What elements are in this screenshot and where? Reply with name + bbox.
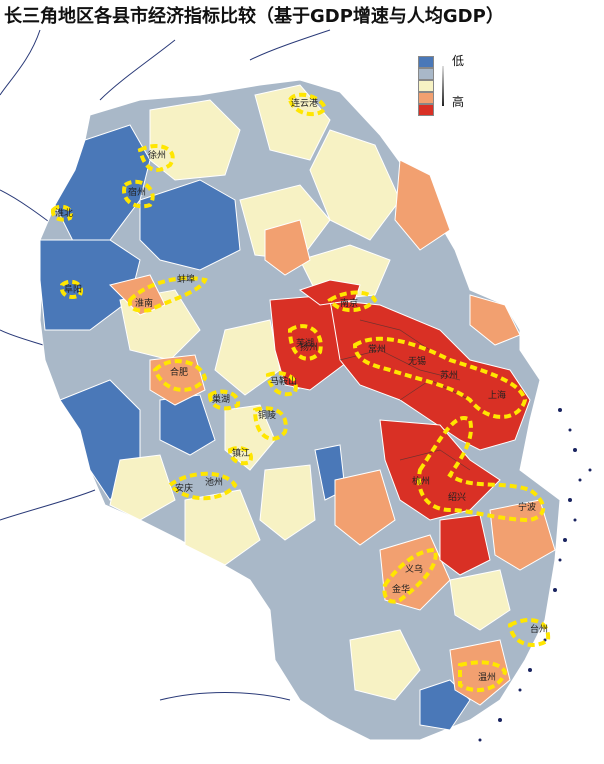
city-label: 宁波 (518, 501, 536, 513)
city-label: 杭州 (412, 475, 430, 487)
legend-swatch-4 (418, 92, 434, 104)
city-label: 绍兴 (448, 491, 466, 503)
city-label: 无锡 (408, 356, 426, 367)
city-label: 铜陵 (258, 409, 276, 421)
city-label: 常州 (368, 343, 386, 355)
city-label: 淮北 (55, 208, 73, 219)
city-label: 淮南 (135, 297, 153, 309)
city-label: 扬州 (300, 341, 318, 353)
legend-swatch-5 (418, 104, 434, 116)
city-label: 温州 (478, 672, 496, 683)
county-regions (39, 79, 561, 741)
city-label: 合肥 (170, 366, 188, 378)
legend-gradient-arrow (442, 66, 444, 106)
city-label: 连云港 (291, 97, 318, 109)
legend-high-label: 高 (452, 95, 465, 109)
city-label: 南京 (340, 297, 358, 309)
city-label: 安庆 (175, 482, 193, 494)
city-label: 苏州 (440, 369, 458, 381)
city-label: 徐州 (148, 149, 166, 161)
city-label: 义乌 (405, 563, 423, 575)
highlight-outlines (50, 92, 551, 693)
city-label: 台州 (530, 623, 548, 635)
city-label: 阜阳 (64, 283, 82, 295)
coastal-islands (478, 408, 592, 742)
city-label: 镇江 (232, 447, 250, 459)
legend-swatch-2 (418, 68, 434, 80)
city-label: 上海 (488, 389, 506, 401)
city-label: 芜湖 (296, 337, 314, 349)
city-label: 池州 (205, 476, 223, 488)
legend-swatch-3 (418, 80, 434, 92)
province-boundaries (0, 29, 331, 701)
city-label: 巢湖 (212, 393, 230, 405)
legend-low-label: 低 (452, 54, 465, 68)
map-title: 长三角地区各县市经济指标比较（基于GDP增速与人均GDP） (4, 6, 504, 27)
city-label: 宿州 (128, 186, 146, 198)
legend-swatch-1 (418, 56, 434, 68)
city-label: 金华 (392, 583, 410, 595)
city-label: 蚌埠 (177, 273, 195, 285)
city-label: 马鞍山 (270, 375, 297, 387)
